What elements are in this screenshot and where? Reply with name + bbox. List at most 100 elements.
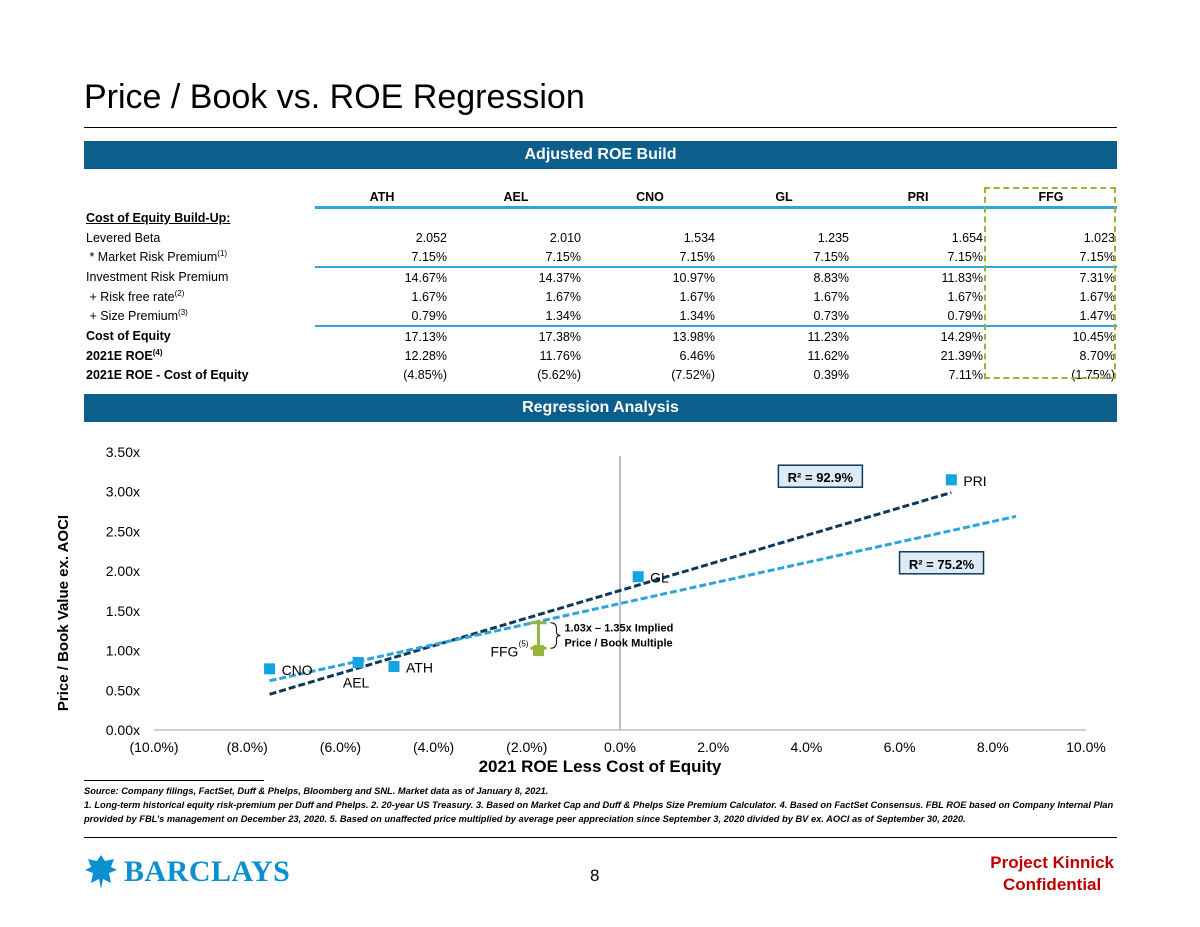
footnote-ref: (2) <box>174 288 185 298</box>
x-tick-label: 6.0% <box>884 739 916 755</box>
confidential-text: Confidential <box>1003 875 1102 894</box>
row-label-text: + Size Premium <box>86 309 179 324</box>
table-cell: 7.15% <box>315 247 449 268</box>
table-cell: 14.67% <box>404 270 447 285</box>
table-cell: (7.52%) <box>671 367 715 382</box>
table-cell: 11.83% <box>941 270 983 285</box>
page-number: 8 <box>590 866 600 885</box>
row-label: 2021E ROE(4) <box>84 346 315 365</box>
point-pri <box>945 474 957 486</box>
table-corner <box>84 187 315 208</box>
table-cell: 7.11% <box>948 367 983 382</box>
table-cell: 7.15% <box>449 247 583 268</box>
point-ael <box>352 656 364 668</box>
table-cell: 1.023 <box>1083 230 1115 245</box>
row-label-text: 2021E ROE <box>86 349 153 364</box>
row-label-text: * Market Risk Premium <box>86 250 218 265</box>
table-cell: 21.39% <box>940 348 983 363</box>
table-cell: 12.28% <box>404 348 447 363</box>
table-cell: 10.45% <box>1072 329 1115 344</box>
y-tick-label: 2.50x <box>106 523 140 539</box>
company-header-ffg: FFG <box>985 187 1117 209</box>
x-tick-label: 10.0% <box>1066 739 1106 755</box>
table-cell: 1.67% <box>545 289 581 304</box>
row-label-text: Levered Beta <box>86 230 161 245</box>
y-tick-label: 0.00x <box>106 722 140 738</box>
point-label-gl: GL <box>650 570 669 586</box>
company-header-ael: AEL <box>449 187 583 209</box>
x-tick-label: (4.0%) <box>413 739 454 755</box>
table-cell: 14.29% <box>940 329 983 344</box>
row-label: + Size Premium(3) <box>84 306 315 326</box>
trendline-2 <box>269 514 1017 683</box>
row-label: Investment Risk Premium <box>84 267 315 287</box>
row-label: 2021E ROE - Cost of Equity <box>84 365 315 384</box>
point-label-ffg: FFG <box>490 644 518 660</box>
x-tick-label: 4.0% <box>790 739 822 755</box>
table-cell: 2.052 <box>415 230 447 245</box>
footnote-ref: (4) <box>152 347 163 357</box>
x-tick-label: 0.0% <box>604 739 636 755</box>
table-cell: 8.83% <box>813 270 849 285</box>
table-cell: 6.46% <box>679 348 715 363</box>
x-axis-title: 2021 ROE Less Cost of Equity <box>479 757 722 775</box>
table-cell: 17.38% <box>538 329 581 344</box>
section-header-roe-build: Adjusted ROE Build <box>84 141 1117 169</box>
table-cell: 0.73% <box>717 306 851 327</box>
footnote-ref: (1) <box>217 249 228 259</box>
r2-label-1: R² = 92.9% <box>788 470 854 485</box>
title-divider <box>84 127 1117 128</box>
point-ffg <box>532 645 544 657</box>
section-header-regression: Regression Analysis <box>84 394 1117 422</box>
table-cell: 1.34% <box>583 306 717 327</box>
row-label-text: 2021E ROE - Cost of Equity <box>86 367 249 382</box>
r2-box-2 <box>898 551 985 575</box>
y-tick-label: 2.00x <box>106 563 140 579</box>
table-cell: 1.534 <box>683 230 715 245</box>
eagle-icon <box>85 855 117 889</box>
company-header-ath: ATH <box>315 187 449 209</box>
footnote-divider <box>84 780 264 781</box>
point-label-ael: AEL <box>343 674 370 690</box>
trendline-1 <box>269 491 952 696</box>
table-cell: 1.47% <box>985 306 1117 327</box>
point-cno <box>264 663 276 675</box>
x-tick-label: (8.0%) <box>227 739 268 755</box>
y-tick-label: 0.50x <box>106 682 140 698</box>
barclays-logo: BARCLAYS <box>84 852 290 892</box>
table-cell: 8.70% <box>1079 348 1115 363</box>
table-cell: (5.62%) <box>537 367 581 382</box>
x-tick-label: 8.0% <box>977 739 1009 755</box>
table-cell: 13.98% <box>672 329 715 344</box>
row-label-text: + Risk free rate <box>86 290 175 305</box>
table-cell: 11.76% <box>539 348 581 363</box>
implied-range-label-line2: Price / Book Multiple <box>564 637 672 649</box>
row-label-text: Investment Risk Premium <box>86 270 229 284</box>
roe-build-table: ATH AEL CNO GL PRI FFG Cost of Equity Build-Up… <box>84 187 1117 384</box>
y-tick-label: 3.50x <box>106 444 140 460</box>
section-label: Cost of Equity Build-Up: <box>86 210 231 225</box>
source-note: Source: Company filings, FactSet, Duff &… <box>84 786 549 796</box>
table-cell: 11.23% <box>807 329 849 344</box>
table-cell: 11.62% <box>807 348 849 363</box>
y-axis-title: Price / Book Value ex. AOCI <box>55 515 72 711</box>
x-tick-label: 2.0% <box>697 739 729 755</box>
row-label-text: Cost of Equity <box>86 329 171 343</box>
numbered-notes: 1. Long-term historical equity risk-prem… <box>84 800 1114 824</box>
y-tick-label: 1.50x <box>106 603 140 619</box>
y-tick-label: 1.00x <box>106 643 140 659</box>
table-cell: 14.37% <box>538 270 581 285</box>
company-header-pri: PRI <box>851 187 985 209</box>
point-gl <box>632 571 644 583</box>
table-cell: 1.67% <box>1079 289 1115 304</box>
implied-range-brace <box>550 622 561 649</box>
r2-box-1 <box>777 464 864 488</box>
implied-range-label-line1: 1.03x – 1.35x Implied <box>564 622 673 634</box>
table-cell: 10.97% <box>672 270 715 285</box>
footnote-ref: (3) <box>178 308 188 318</box>
table-cell: 1.654 <box>951 230 983 245</box>
point-label-footnote: (5) <box>519 640 529 649</box>
x-tick-label: (10.0%) <box>129 739 178 755</box>
point-ath <box>388 660 400 672</box>
point-label-pri: PRI <box>963 473 986 489</box>
